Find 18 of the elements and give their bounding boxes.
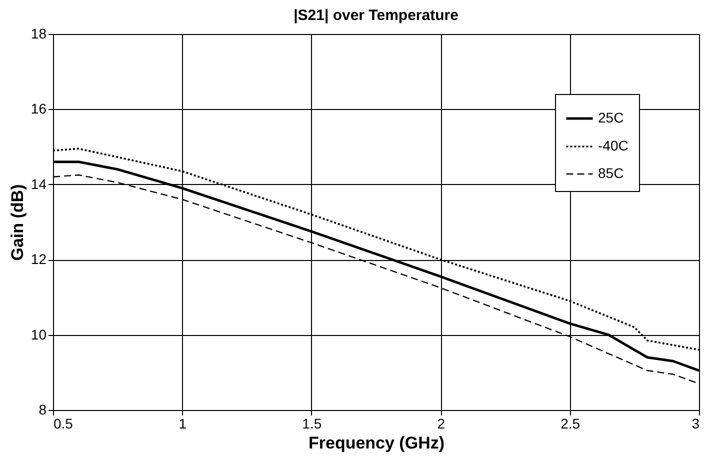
y-tick-label: 12 — [30, 251, 47, 268]
legend-label: -40C — [598, 138, 628, 154]
x-tick-label: 3 — [692, 416, 700, 432]
y-tick-label: 10 — [30, 326, 47, 342]
legend-label: 25C — [598, 110, 624, 126]
chart-title: |S21| over Temperature — [294, 7, 458, 24]
x-tick-label: 2 — [437, 416, 446, 432]
x-tick-label: 1.5 — [302, 416, 322, 432]
y-tick-label: 16 — [30, 100, 47, 117]
x-axis-title: Frequency (GHz) — [308, 434, 445, 452]
x-tick-label: 0.5 — [54, 416, 74, 432]
y-tick-label: 14 — [30, 176, 47, 192]
y-tick-label: 8 — [38, 402, 47, 418]
x-tick-label: 1 — [178, 416, 187, 432]
legend-label: 85C — [598, 165, 624, 181]
y-tick-label: 18 — [30, 26, 47, 42]
y-axis-title: Gain (dB) — [8, 184, 27, 261]
x-tick-label: 2.5 — [560, 416, 580, 432]
